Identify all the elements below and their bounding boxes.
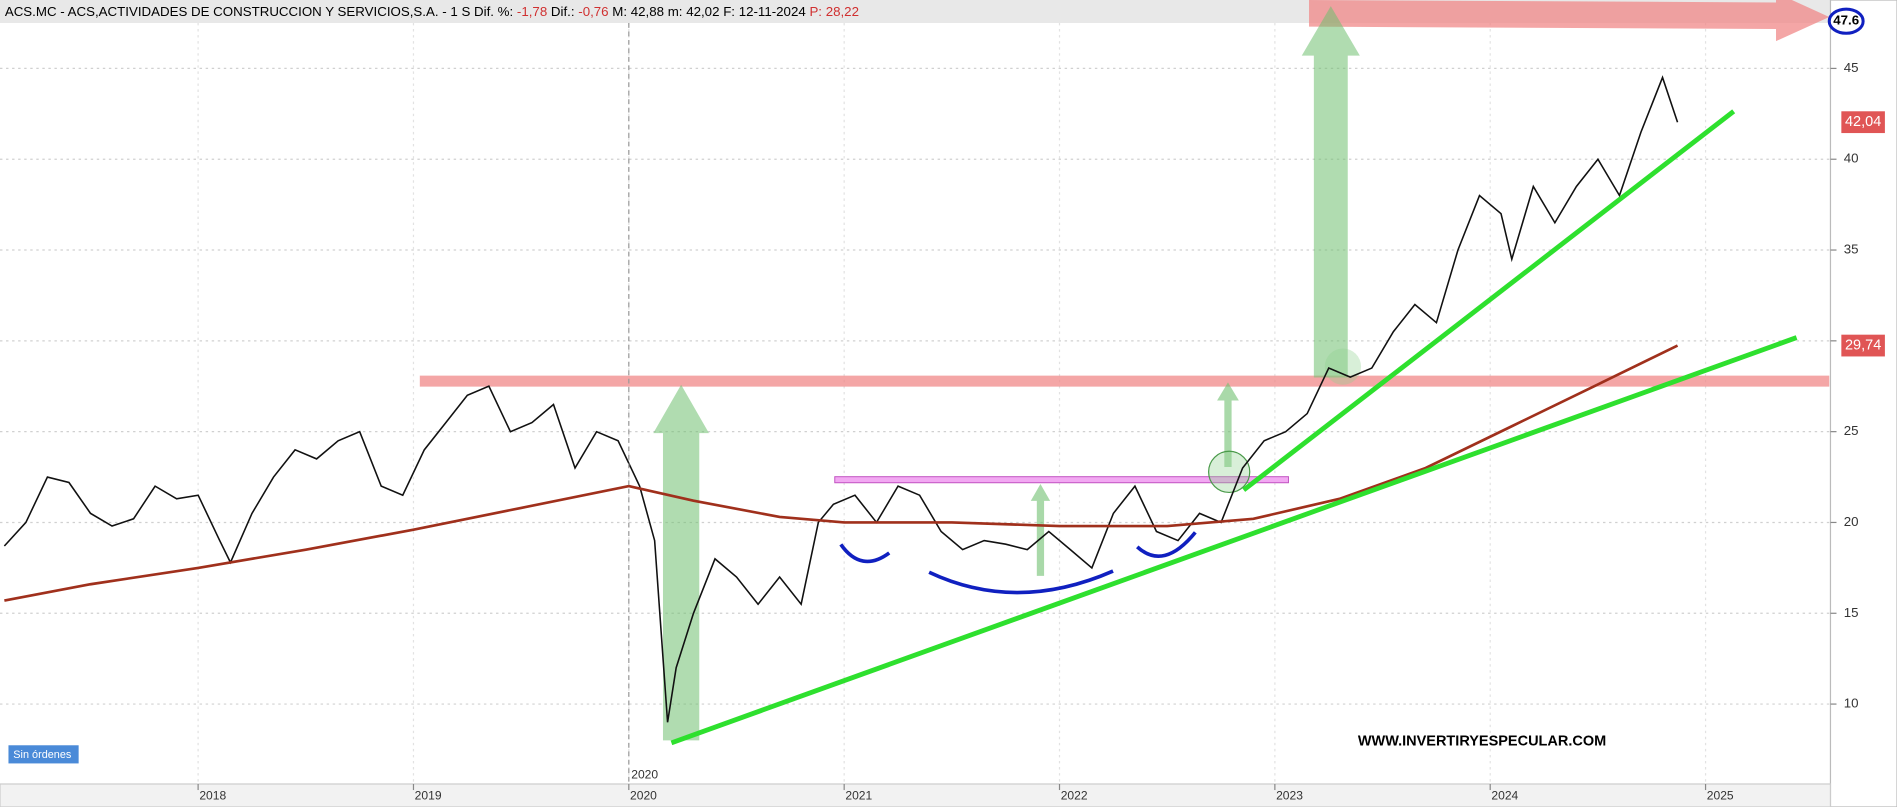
- retest-circle: [1324, 348, 1362, 385]
- projection-arrow: [653, 384, 709, 741]
- target-label: 47.6: [1833, 13, 1859, 28]
- x-tick-label: 2024: [1491, 788, 1518, 802]
- status-box[interactable]: [8, 745, 79, 764]
- small-arrow: [1030, 483, 1051, 576]
- value: m: 42,02: [668, 4, 720, 19]
- value: -1,78: [517, 4, 547, 19]
- value: F: 12-11-2024: [723, 4, 806, 19]
- y-tick-label: 45: [1844, 60, 1859, 75]
- status[interactable]: Sin órdenes: [13, 749, 72, 761]
- x-tick-label: 2021: [845, 788, 872, 802]
- y-tick-label: 15: [1844, 605, 1859, 620]
- moving-average: [4, 344, 1679, 602]
- projection-arrow: [1301, 6, 1360, 378]
- header-text: ACS.MC - ACS,ACTIVIDADES DE CONSTRUCCION…: [5, 4, 859, 19]
- price-marker: [1841, 334, 1885, 357]
- y-axis-area: [1829, 0, 1897, 808]
- y-tick-label: 40: [1844, 151, 1859, 166]
- trend-line: [670, 335, 1798, 746]
- symbol: ACS.MC - ACS,ACTIVIDADES DE CONSTRUCCION…: [5, 4, 471, 19]
- watermark: WWW.INVERTIRYESPECULAR.COM: [1358, 733, 1606, 749]
- x-tick-label: 2018: [199, 788, 226, 802]
- label: Dif.:: [551, 4, 575, 19]
- cursor-label: 2020: [631, 768, 658, 782]
- x-tick-label: 2025: [1707, 788, 1734, 802]
- small-arrow: [1217, 382, 1239, 468]
- price-marker: [1841, 111, 1885, 134]
- x-tick-label: 2020: [630, 788, 657, 802]
- label: Dif. %:: [474, 4, 513, 19]
- y-tick-label: 25: [1844, 423, 1859, 438]
- y-tick-label: 20: [1844, 514, 1859, 529]
- breakout-circle: [1208, 450, 1251, 494]
- y-tick-label: 10: [1844, 696, 1859, 711]
- price-marker-label: 29,74: [1845, 337, 1881, 353]
- x-tick-label: 2023: [1276, 788, 1303, 802]
- value: M: 42,88: [612, 4, 664, 19]
- neckline: [834, 476, 1289, 484]
- value: P: 28,22: [809, 4, 859, 19]
- pattern-arc: [839, 531, 1197, 595]
- x-tick-label: 2019: [415, 788, 442, 802]
- plot: [3, 75, 1679, 723]
- x-axis-area: [0, 783, 1832, 808]
- trend-line: [1242, 109, 1736, 492]
- price-line: [3, 75, 1679, 723]
- x-tick-label: 2022: [1061, 788, 1088, 802]
- y-tick-label: 35: [1844, 242, 1859, 257]
- price-marker-label: 42,04: [1845, 114, 1881, 130]
- target-marker: [1827, 7, 1865, 35]
- value: -0,76: [578, 4, 608, 19]
- target-arrow: [1309, 0, 1830, 42]
